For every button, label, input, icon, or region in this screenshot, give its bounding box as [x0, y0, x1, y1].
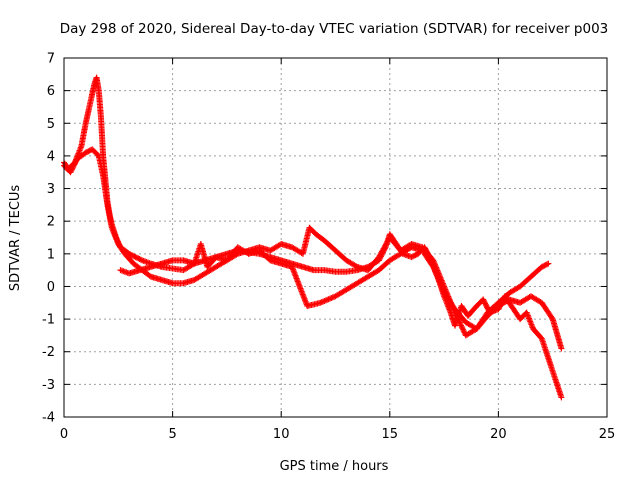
data-point: [482, 300, 489, 307]
data-point: [130, 252, 137, 259]
data-point: [85, 148, 92, 155]
data-point: [135, 255, 142, 262]
plot-frame: [63, 57, 608, 418]
data-point: [71, 161, 78, 168]
data-point: [548, 314, 555, 321]
y-tick-label: -3: [42, 378, 55, 393]
y-tick-label: 1: [47, 247, 55, 262]
x-tick-label: 20: [490, 427, 507, 442]
data-point: [72, 158, 79, 165]
data-points: [61, 74, 565, 401]
data-point: [128, 252, 135, 259]
data-point: [69, 165, 76, 172]
data-point: [136, 256, 143, 263]
x-axis-label: GPS time / hours: [280, 459, 389, 474]
data-point: [67, 169, 74, 176]
data-point: [411, 252, 418, 259]
y-tick-label: 4: [47, 149, 55, 164]
x-tick-label: 15: [382, 427, 399, 442]
data-point: [82, 149, 89, 156]
grid: [64, 58, 607, 417]
data-point: [484, 304, 491, 311]
data-point: [558, 394, 565, 401]
x-tick-label: 5: [168, 427, 176, 442]
data-point: [483, 303, 490, 310]
y-tick-label: 7: [47, 52, 55, 67]
data-point: [480, 296, 487, 303]
data-point: [70, 162, 77, 169]
y-tick-label: -2: [42, 345, 55, 360]
data-point: [412, 252, 419, 259]
series-tertiary-trace: [117, 241, 565, 352]
y-tick-label: 6: [47, 84, 55, 99]
data-point: [545, 260, 552, 267]
data-point: [68, 166, 75, 173]
data-point: [133, 254, 140, 261]
data-point: [540, 263, 547, 270]
chart-title: Day 298 of 2020, Sidereal Day-to-day VTE…: [60, 21, 609, 37]
data-point: [137, 256, 144, 263]
y-tick-label: 5: [47, 117, 55, 132]
data-point: [352, 263, 359, 270]
data-point: [68, 167, 75, 174]
data-point: [480, 297, 487, 304]
x-tick-label: 10: [273, 427, 290, 442]
axis-ticks: 0 5 10 15 20 25 -4 -3 -2 -1 0 1 2 3 4 5 6 7: [42, 52, 615, 443]
y-tick-label: -4: [42, 411, 55, 426]
data-point: [541, 262, 548, 269]
y-axis-label: SDTVAR / TECUs: [8, 185, 23, 292]
data-point: [544, 261, 551, 268]
data-point: [542, 261, 549, 268]
y-tick-label: 3: [47, 182, 55, 197]
y-tick-label: -1: [42, 313, 55, 328]
data-point: [482, 301, 489, 308]
data-point: [70, 164, 77, 171]
y-tick-label: 0: [47, 280, 55, 295]
data-point: [84, 148, 91, 155]
x-tick-label: 25: [599, 427, 616, 442]
data-point: [409, 253, 416, 260]
data-point: [72, 160, 79, 167]
data-point: [132, 254, 139, 261]
data-point: [131, 253, 138, 260]
y-tick-label: 2: [47, 215, 55, 230]
x-tick-label: 0: [60, 427, 68, 442]
data-point: [481, 299, 488, 306]
data-point: [538, 263, 545, 270]
data-point: [558, 345, 565, 352]
data-point: [408, 254, 415, 261]
